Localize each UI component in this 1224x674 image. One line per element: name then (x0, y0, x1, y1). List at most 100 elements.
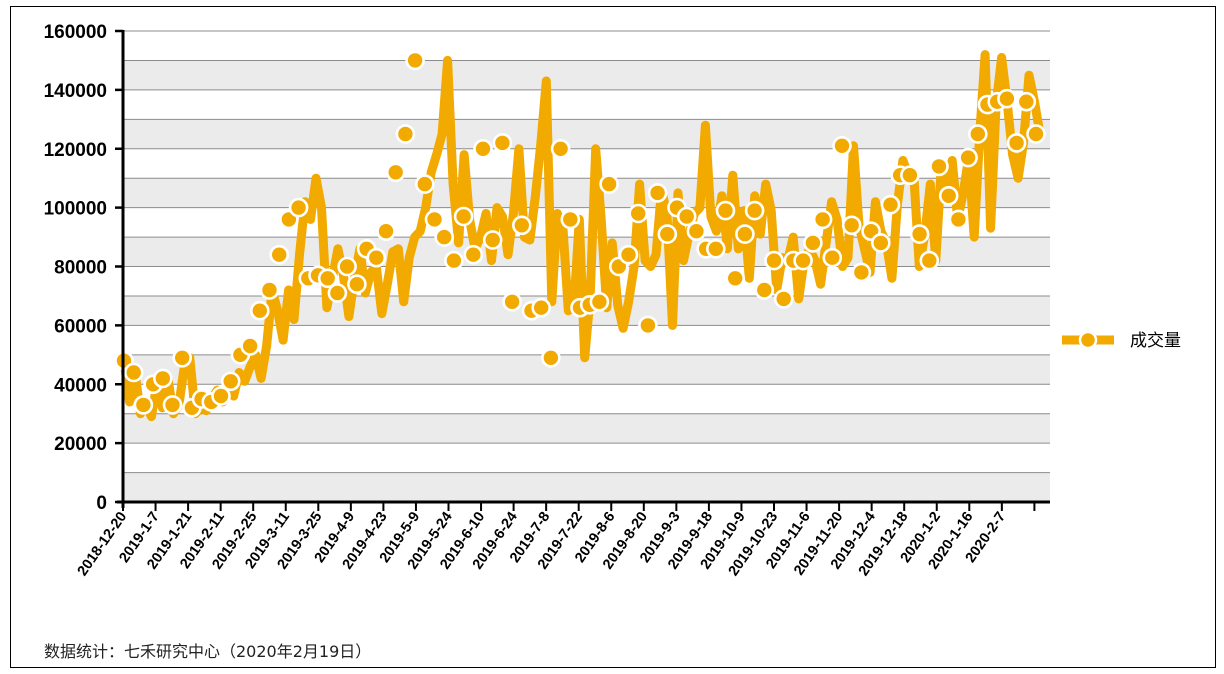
data-point-marker (453, 206, 474, 227)
data-point-marker (1026, 124, 1046, 144)
plot-band (123, 31, 1050, 61)
plot-band (123, 413, 1050, 444)
data-point-marker (560, 209, 581, 230)
data-point-marker (541, 347, 561, 368)
data-point-marker (434, 227, 455, 247)
axes (115, 29, 1050, 511)
plot-band (123, 472, 1050, 502)
data-point-marker (153, 368, 173, 389)
data-point-marker (628, 203, 649, 224)
data-point-marker (967, 124, 988, 144)
data-point-marker (764, 250, 784, 271)
data-point-marker (754, 280, 775, 300)
plot-band (123, 119, 1050, 149)
data-point-marker (803, 233, 823, 253)
data-point-marker (414, 174, 435, 194)
data-point-marker (405, 50, 425, 71)
plot-band (123, 384, 1050, 414)
data-point-marker (492, 133, 513, 153)
data-point-marker (463, 244, 484, 265)
data-point-marker (589, 291, 610, 312)
legend-label: 成交量 (1130, 331, 1181, 351)
data-point-marker (705, 239, 726, 259)
data-point-marker (773, 289, 794, 309)
data-point-marker (735, 224, 755, 244)
y-tick-label: 100000 (44, 199, 107, 220)
data-point-marker (938, 186, 959, 206)
data-point-marker (385, 162, 406, 183)
data-point-marker (638, 315, 658, 336)
source-footnote: 数据统计：七禾研究中心（2020年2月19日） (44, 642, 372, 661)
data-point-marker (851, 262, 872, 283)
data-point-marker (249, 300, 270, 321)
data-point-marker (531, 297, 552, 318)
data-point-marker (676, 206, 697, 227)
data-point-marker (395, 124, 416, 144)
y-axis-tick-labels: 0 20000 40000 60000 80000 100000 120000 140000 1… (44, 22, 107, 514)
data-point-marker (919, 250, 940, 271)
data-point-marker (172, 347, 192, 368)
data-point-marker (657, 224, 678, 244)
data-point-marker (211, 386, 231, 406)
y-tick-label: 80000 (54, 258, 107, 279)
data-point-marker (715, 200, 736, 221)
data-point-marker (929, 156, 949, 177)
data-point-marker (550, 139, 571, 159)
plot-band (123, 443, 1050, 473)
legend-marker (1078, 330, 1098, 350)
data-point-marker (909, 224, 930, 244)
data-point-marker (376, 221, 396, 241)
data-point-marker (744, 200, 765, 221)
data-point-marker (997, 88, 1017, 109)
data-point-marker (133, 395, 154, 415)
data-point-marker (822, 247, 843, 268)
data-point-marker (162, 395, 183, 415)
data-point-marker (793, 250, 813, 271)
data-point-marker (599, 174, 619, 194)
data-point-marker (288, 197, 309, 218)
legend: 成交量 (1062, 330, 1181, 351)
data-point-marker (123, 362, 144, 383)
data-point-marker (686, 221, 707, 241)
data-point-marker (473, 139, 493, 159)
data-point-marker (832, 136, 852, 156)
series-markers-group (114, 50, 1046, 418)
data-point-marker (725, 268, 746, 289)
data-point-marker (841, 215, 862, 236)
data-point-marker (444, 250, 464, 271)
data-point-marker (337, 256, 357, 277)
data-point-marker (269, 244, 290, 265)
y-tick-label: 60000 (54, 316, 107, 337)
data-point-marker (366, 247, 387, 268)
y-tick-label: 140000 (44, 81, 107, 102)
y-tick-label: 160000 (44, 22, 107, 43)
data-point-marker (1016, 91, 1037, 112)
data-point-marker (502, 291, 522, 312)
data-point-marker (958, 147, 978, 168)
plot-band (123, 89, 1050, 120)
data-point-marker (1006, 133, 1027, 153)
data-point-marker (327, 283, 348, 303)
plot-band (123, 237, 1050, 267)
data-point-marker (317, 268, 338, 289)
data-point-marker (482, 230, 503, 250)
data-point-marker (424, 209, 445, 230)
x-axis-tick-labels: 2018-12-202019-1-72019-1-212019-2-112019… (75, 509, 1009, 579)
data-point-marker (870, 233, 891, 253)
data-point-marker (812, 209, 833, 230)
y-tick-label: 120000 (44, 140, 107, 161)
y-tick-label: 0 (96, 493, 107, 514)
x-tick-label: 2018-12-20 (75, 509, 131, 579)
data-point-marker (347, 274, 367, 295)
data-point-marker (240, 336, 260, 356)
data-point-marker (511, 215, 532, 236)
plot-band (123, 60, 1050, 90)
y-tick-label: 20000 (54, 434, 107, 455)
data-point-marker (647, 183, 668, 203)
data-point-marker (900, 165, 920, 185)
data-point-marker (880, 194, 901, 215)
data-point-marker (259, 280, 280, 300)
data-point-marker (618, 244, 639, 265)
data-point-marker (220, 371, 241, 392)
